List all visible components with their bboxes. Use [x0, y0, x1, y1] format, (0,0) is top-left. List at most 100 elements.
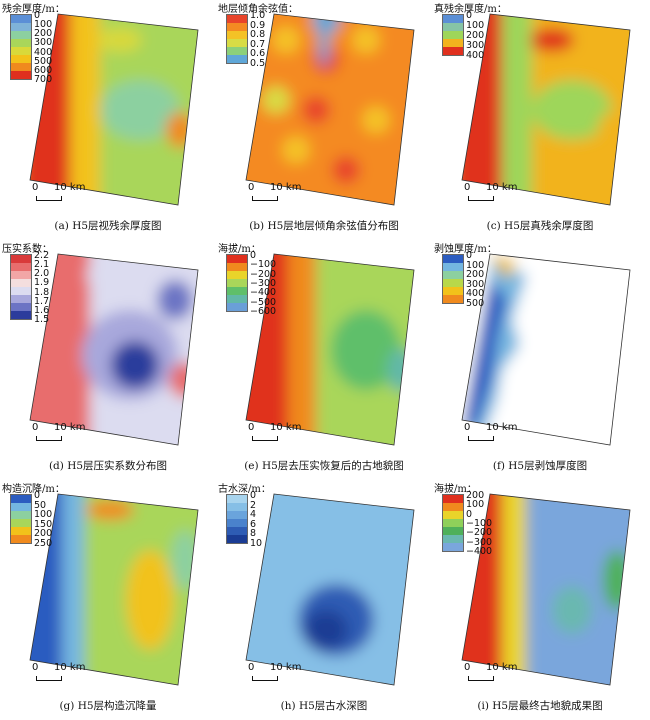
legend-tick-label: 100 [466, 259, 485, 271]
legend-tick-label: 0.9 [250, 19, 266, 31]
panel-caption: (a) H5层视残余厚度图 [54, 220, 162, 232]
legend-swatch [227, 287, 247, 295]
legend-swatch [11, 23, 31, 31]
legend-tick-label: 10 [250, 538, 263, 549]
legend-swatch [227, 503, 247, 511]
scale-bar: 0 10 km [464, 182, 544, 202]
legend-tick-label: 0 [466, 508, 473, 520]
legend-tick-label: 0 [34, 10, 41, 21]
scale-label-end: 10 km [54, 182, 86, 193]
scale-bar: 0 10 km [248, 422, 328, 442]
scale-label-end: 10 km [270, 182, 302, 193]
scale-label-end: 10 km [54, 422, 86, 433]
scale-label-start: 0 [464, 182, 471, 193]
legend-tick-label: 500 [34, 55, 53, 67]
legend-tick-label: 600 [34, 64, 53, 76]
legend-tick-label: 1.6 [34, 304, 50, 316]
legend-swatch [227, 39, 247, 47]
scale-bar-line [468, 676, 494, 681]
legend-tick-label: 200 [466, 30, 485, 41]
legend-tick-label: 300 [34, 37, 53, 49]
panel-caption: (b) H5层地层倾角余弦值分布图 [249, 220, 399, 232]
legend-swatch [227, 495, 247, 503]
scale-label-end: 10 km [486, 662, 518, 673]
legend-swatch [443, 271, 463, 279]
legend-swatch [443, 279, 463, 287]
legend-swatch [443, 47, 463, 55]
panel-i: 海拔/m： 200 100 0 −100 −200 −300 −400 0 10 km (i) H5… [432, 480, 648, 720]
legend-swatch [443, 23, 463, 31]
legend-tick-label: 8 [250, 528, 257, 540]
legend-swatch [227, 511, 247, 519]
legend-tick-label: 0.8 [250, 29, 266, 41]
legend-tick-label: 1.0 [250, 10, 266, 21]
legend-swatch [443, 295, 463, 303]
legend-tick-label: 6 [250, 518, 257, 530]
scale-bar-line [252, 436, 278, 441]
legend-swatch [11, 63, 31, 71]
scale-bar-line [468, 196, 494, 201]
legend-swatch [11, 511, 31, 519]
panel-caption: (i) H5层最终古地貌成果图 [477, 700, 603, 712]
legend-tick-label: 2 [250, 499, 257, 511]
legend-title: 剥蚀厚度/m： [434, 244, 497, 255]
legend-tick-label: 1.9 [34, 277, 50, 289]
scale-bar: 0 10 km [464, 422, 544, 442]
legend-swatch [11, 255, 31, 263]
legend-bar [226, 254, 248, 312]
legend-swatch [227, 263, 247, 271]
legend-swatch [443, 39, 463, 47]
legend-tick-label: 0.6 [250, 48, 266, 60]
legend-tick-label: −100 [250, 259, 277, 271]
legend-swatch [11, 47, 31, 55]
legend-tick-label: 400 [466, 50, 485, 61]
legend-swatch [443, 527, 463, 535]
legend-swatch [227, 527, 247, 535]
scale-label-start: 0 [464, 422, 471, 433]
legend-tick-label: −100 [466, 518, 493, 529]
legend-swatch [443, 287, 463, 295]
legend-bar [226, 494, 248, 544]
scale-label-end: 10 km [486, 182, 518, 193]
legend-tick-label: −400 [466, 546, 493, 557]
scale-label-start: 0 [248, 662, 255, 673]
legend-title: 构造沉降/m： [2, 484, 65, 495]
panel-caption: (d) H5层压实系数分布图 [48, 460, 168, 472]
legend-bar [442, 14, 464, 56]
legend-tick-label: 0 [466, 10, 473, 21]
panel-caption: (g) H5层构造沉降量 [59, 700, 157, 712]
legend-tick-label: 0.5 [250, 58, 266, 69]
map-8 [461, 493, 631, 686]
scale-bar: 0 10 km [464, 662, 544, 682]
scale-label-start: 0 [248, 422, 255, 433]
legend-swatch [443, 31, 463, 39]
legend-tick-label: 100 [466, 499, 485, 511]
scale-bar-line [252, 676, 278, 681]
scale-label-start: 0 [32, 662, 39, 673]
scale-label-end: 10 km [486, 422, 518, 433]
legend-tick-label: −400 [250, 287, 277, 299]
panel-f: 剥蚀厚度/m： 0 100 200 300 400 500 0 10 km (f) H5层剥蚀厚度… [432, 240, 648, 480]
legend-bar [442, 254, 464, 304]
legend-tick-label: 0 [250, 250, 257, 261]
scale-label-start: 0 [32, 182, 39, 193]
legend-bar [10, 494, 32, 544]
legend-swatch [227, 271, 247, 279]
legend-tick-label: −300 [250, 278, 277, 289]
legend-swatch [227, 31, 247, 39]
legend-tick-label: 1.5 [34, 314, 50, 325]
legend-tick-label: 100 [34, 509, 53, 521]
legend-tick-label: 300 [466, 278, 485, 290]
panel-h: 古水深/m： 0 2 4 6 8 10 0 10 km (h) H5层古水深图 [216, 480, 432, 720]
map-3 [29, 253, 199, 446]
legend-tick-label: 0 [34, 490, 41, 501]
scale-bar-line [252, 196, 278, 201]
legend-tick-label: 100 [466, 20, 485, 31]
map-5 [461, 253, 631, 446]
legend-swatch [11, 271, 31, 279]
legend-tick-label: 400 [34, 46, 53, 58]
legend-tick-label: 2.2 [34, 250, 50, 261]
legend-bar [10, 254, 32, 320]
legend-swatch [227, 15, 247, 23]
legend-swatch [227, 303, 247, 311]
